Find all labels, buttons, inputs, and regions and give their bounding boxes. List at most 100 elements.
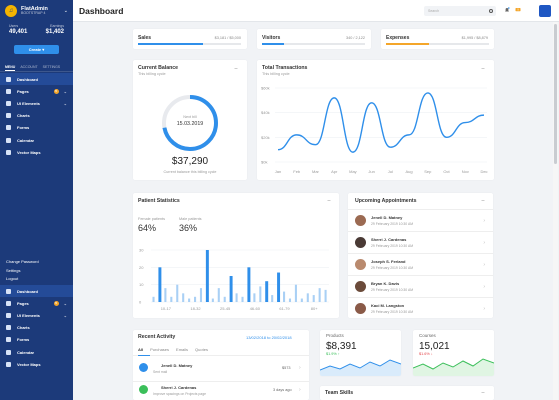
tab-all[interactable]: All (138, 347, 144, 352)
tab-purchases[interactable]: Purchases (150, 347, 170, 352)
sidebar-item-vector-maps[interactable]: Vector Maps (0, 358, 73, 370)
bar (288, 298, 292, 302)
card-title: Recent Activity (138, 334, 176, 340)
bar (324, 289, 327, 302)
bar (247, 267, 251, 302)
sidebar-item-pages[interactable]: Pages 5 ⌄ (0, 297, 73, 309)
appointment-item[interactable]: Joseph S. Ferland 29 February 2019 10:30 … (348, 253, 493, 275)
sidebar-item-charts[interactable]: Charts (0, 110, 73, 122)
kpi-label: Expenses (386, 35, 410, 41)
bar (318, 288, 321, 302)
bell-icon[interactable] (504, 7, 510, 13)
sidebar-item-charts[interactable]: Charts (0, 322, 73, 334)
appointment-time: 29 February 2019 10:30 AM (371, 310, 414, 314)
activity-row[interactable]: Sherri J. Cardenas Improve spacings on P… (133, 381, 309, 398)
logout-link[interactable]: Logout (6, 276, 19, 281)
x-tick-label: Apr (331, 169, 338, 174)
mail-icon (139, 363, 148, 372)
active-tab-indicator (138, 355, 150, 356)
series-line (277, 92, 485, 153)
female-label: Female patients (138, 217, 166, 221)
activity-name: Jenell D. Matney (161, 363, 193, 368)
sidebar-item-forms[interactable]: Forms (0, 122, 73, 134)
kpi-value: $3,181 / $5,000 (214, 36, 241, 40)
sidebar-item-calendar[interactable]: Calendar (0, 346, 73, 358)
appointment-item[interactable]: Kaci M. Langston 29 February 2019 10:30 A… (348, 297, 493, 319)
more-icon[interactable]: ··· (481, 198, 485, 204)
more-icon[interactable]: ··· (327, 198, 331, 204)
settings-link[interactable]: Settings (6, 267, 21, 273)
account-links: Change Password Settings Logout (6, 258, 39, 284)
chevron-down-icon: ⌄ (63, 100, 67, 106)
brand[interactable]: ♫ FlatAdmin BOOTSTRAP 4 ⌄ (0, 0, 73, 22)
chevron-down-icon[interactable]: ⌄ (63, 8, 68, 14)
search-placeholder: Search (428, 9, 440, 13)
tab-account[interactable]: ACCOUNT (20, 65, 38, 69)
y-tick-label: 10 (139, 282, 144, 287)
change-password-link[interactable]: Change Password (6, 259, 39, 264)
appointment-name: Kaci M. Langston (371, 303, 405, 308)
tab-emails[interactable]: Emails (176, 347, 189, 352)
x-tick-label: 25-45 (220, 306, 231, 311)
stat-label: Earnings (50, 24, 64, 28)
nav-label: UI Elements (17, 100, 40, 106)
chevron-right-icon: › (299, 365, 301, 371)
sidebar-item-pages[interactable]: Pages 5 ⌄ (0, 85, 73, 97)
sidebar-item-vector-maps[interactable]: Vector Maps (0, 146, 73, 158)
sidebar-item-calendar[interactable]: Calendar (0, 134, 73, 146)
courses-sparkline (413, 358, 494, 376)
appointment-time: 29 February 2019 10:30 AM (371, 266, 414, 270)
avatar (355, 259, 366, 270)
y-tick-label: $40k (261, 110, 270, 115)
active-tab-indicator (5, 70, 15, 71)
x-tick-label: Feb (293, 169, 301, 174)
tab-quotes[interactable]: Quotes (195, 347, 208, 352)
appointment-item[interactable]: Sherri J. Cardenas 29 February 2019 10:30… (348, 231, 493, 253)
tab-settings[interactable]: SETTINGS (42, 65, 61, 69)
more-icon[interactable]: ··· (481, 390, 485, 396)
y-tick-label: $0k (261, 160, 267, 165)
x-tick-label: Sep (424, 169, 432, 174)
activity-row[interactable]: Jenell D. Matney Sent mail $573 › (133, 360, 309, 377)
search-input[interactable]: Search (424, 6, 496, 16)
sidebar-item-dashboard[interactable]: Dashboard (0, 73, 73, 86)
sidebar-item-dashboard[interactable]: Dashboard (0, 285, 73, 298)
pages-badge: 5 (53, 300, 59, 306)
bar (235, 293, 238, 302)
transactions-chart: $60k $40k $20k $0k Jan Feb Mar Apr May Jun Jul Aug S… (261, 86, 488, 175)
chevron-down-icon: ⌄ (63, 312, 67, 318)
kpi-label: Visitors (262, 35, 281, 41)
activity-card (133, 330, 309, 400)
bar (241, 296, 244, 302)
x-tick-label: Aug (406, 169, 413, 174)
y-tick-label: 0 (139, 300, 142, 305)
create-button[interactable]: Create ▾ (14, 45, 59, 54)
scrollbar-thumb[interactable] (554, 24, 557, 164)
task-icon (139, 385, 148, 394)
topbar: Dashboard Search 9 (73, 0, 559, 22)
nav-label: Pages (17, 300, 29, 306)
date-range[interactable]: 13/02/2018 to 20/02/2018 (246, 335, 292, 340)
more-icon[interactable]: ··· (481, 66, 485, 72)
bar (229, 276, 233, 302)
pages-badge: 5 (53, 88, 59, 94)
chevron-right-icon: › (483, 262, 485, 268)
sidebar-item-forms[interactable]: Forms (0, 334, 73, 346)
sidebar-item-ui-elements[interactable]: UI Elements ⌄ (0, 309, 73, 321)
appointment-item[interactable]: Jenell D. Matney 29 February 2019 10:30 A… (348, 209, 493, 231)
chat-icon[interactable]: 9 (515, 7, 521, 13)
card-title: Current Balance (138, 65, 179, 71)
tab-menu[interactable]: MENU (5, 65, 16, 69)
divider (0, 71, 73, 72)
x-tick-label: 10-17 (161, 306, 172, 311)
scrollbar[interactable] (553, 22, 558, 400)
avatar[interactable] (539, 5, 551, 17)
kpi-label: Sales (138, 35, 152, 41)
nav-label: Calendar (17, 137, 35, 143)
sidebar-item-ui-elements[interactable]: UI Elements ⌄ (0, 97, 73, 109)
brand-logo-icon: ♫ (5, 5, 17, 17)
more-icon[interactable]: ··· (234, 66, 238, 72)
appointment-item[interactable]: Bryan K. Davis 29 February 2019 10:30 AM › (348, 275, 493, 297)
ui-elements-icon (6, 100, 11, 106)
next-bill-date: 15.03.2019 (176, 121, 204, 127)
